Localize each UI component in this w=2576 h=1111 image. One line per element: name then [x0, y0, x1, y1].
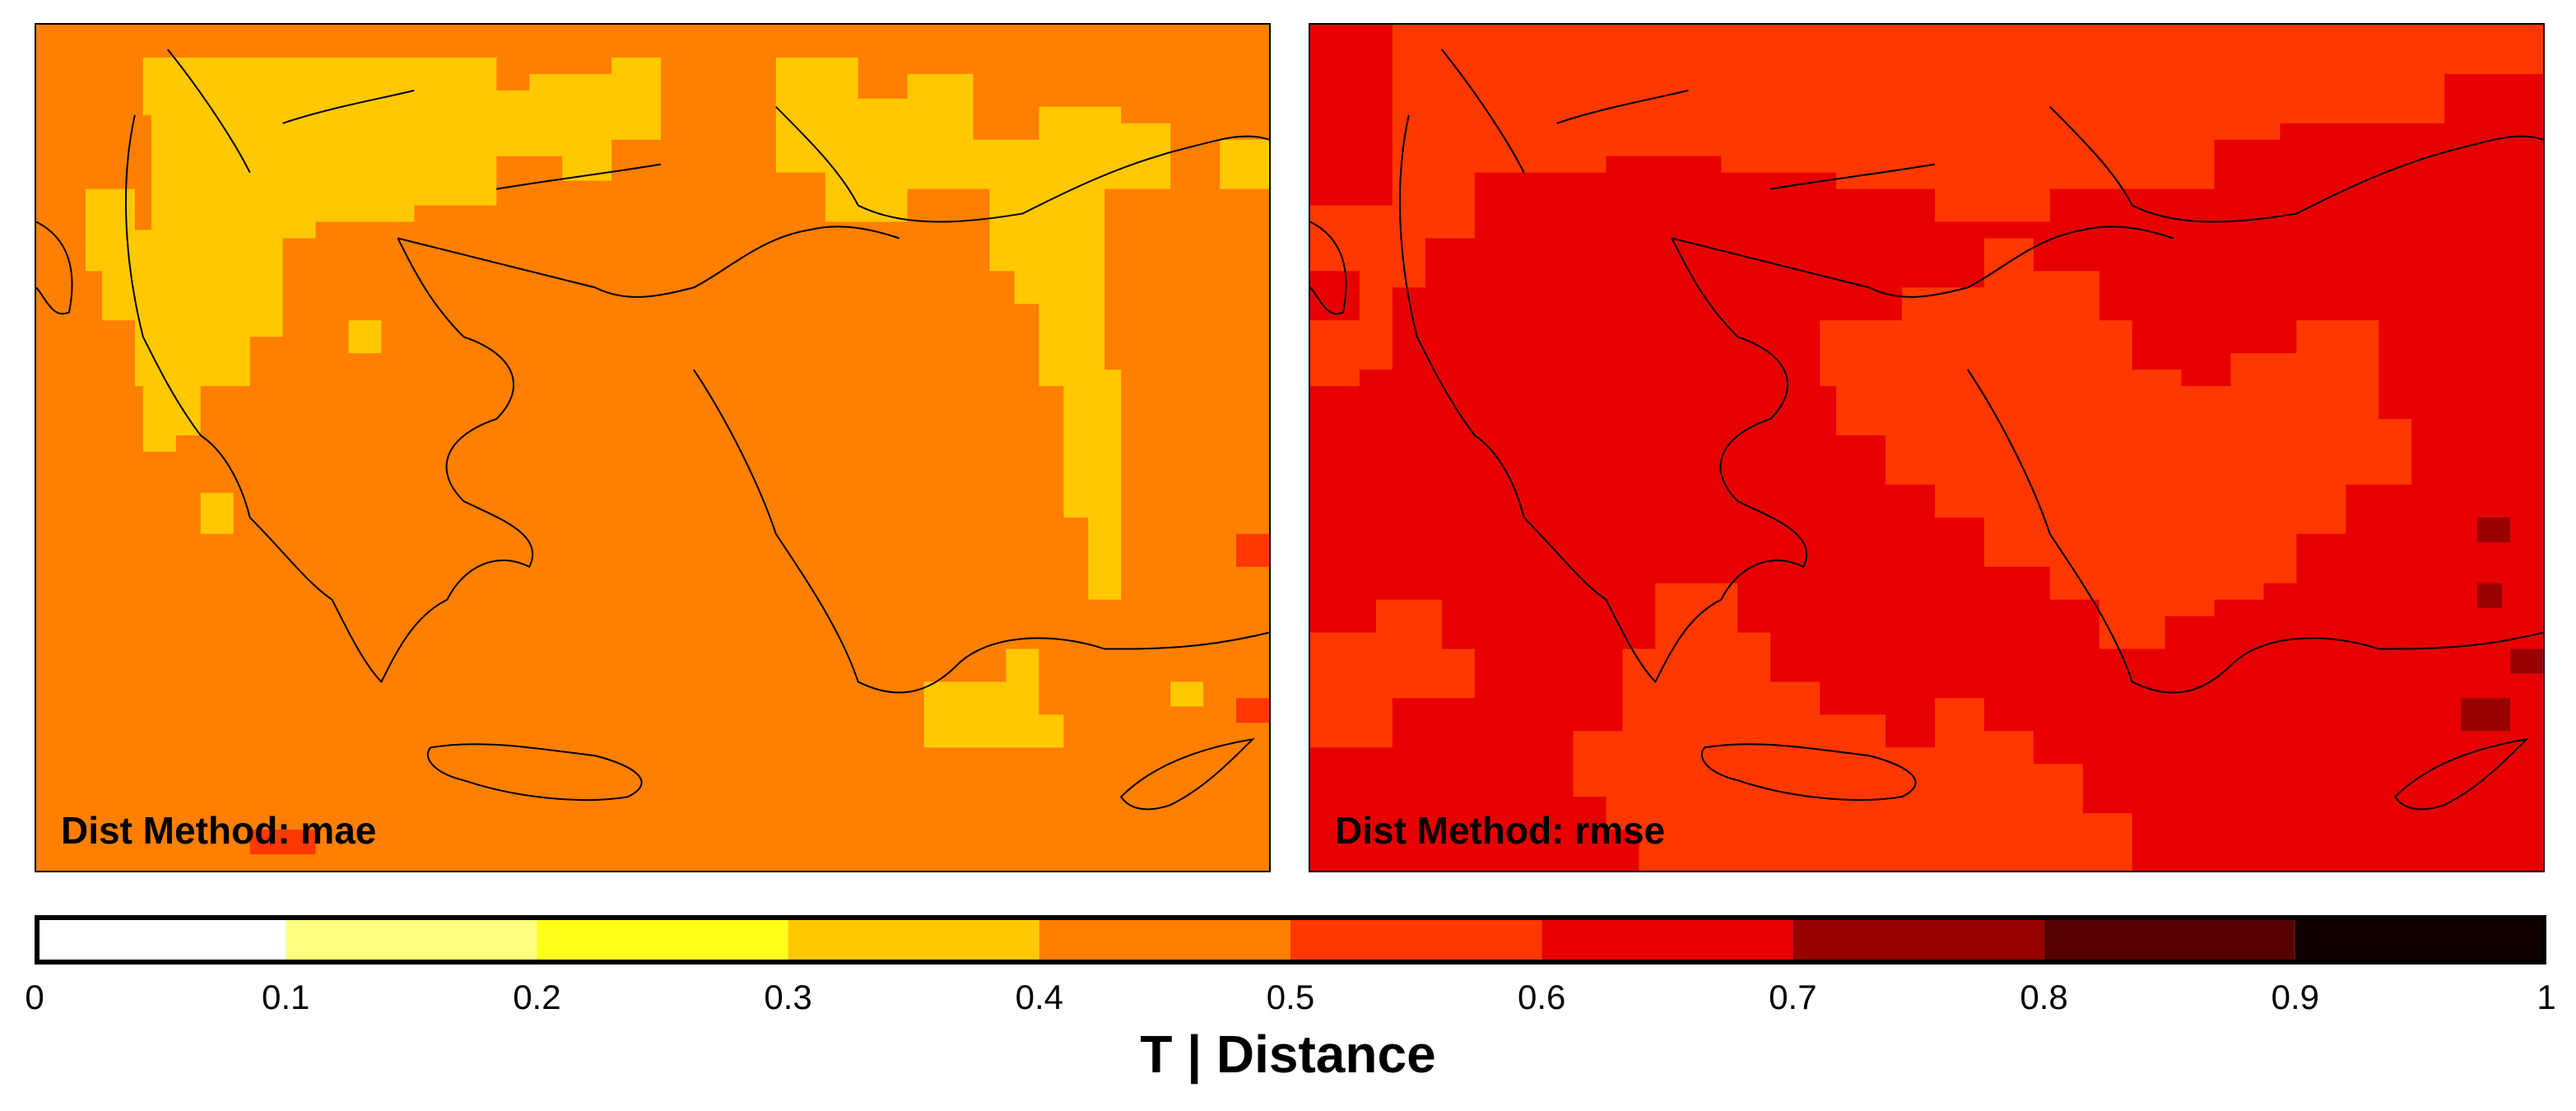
coastline-greece-mainland [1523, 238, 1808, 684]
map-panel-rmse: Dist Method: rmse [1309, 23, 2545, 872]
region-north-east [775, 57, 1171, 600]
coastline-cyprus [1119, 737, 1255, 811]
colorbar-bin-3 [788, 915, 1039, 965]
high-distance-patches [2461, 517, 2543, 732]
colorbar-bin-8 [2044, 915, 2295, 965]
colorbar-bin-9 [2295, 915, 2546, 965]
colorbar-bin-6 [1541, 915, 1793, 965]
colorbar-frame [35, 915, 2546, 965]
coastline-aegean-north [1672, 225, 2174, 298]
coastline-aegean-north [398, 225, 900, 298]
coastlines [36, 49, 1269, 811]
coastline-crete [1700, 743, 1917, 802]
coastline-cyprus [2393, 737, 2529, 811]
colorbar-bin-1 [286, 915, 537, 965]
colorbar-tick-label: 0.2 [513, 978, 561, 1016]
colorbar-bins [35, 915, 2546, 965]
colorbar-tick-label: 0.8 [2020, 978, 2068, 1016]
coastline-black-sea [775, 106, 1269, 223]
colorbar-bin-5 [1290, 915, 1542, 965]
region-central-east [1820, 238, 2412, 649]
region-south [1573, 583, 2132, 871]
colorbar-tick-label: 1 [2536, 978, 2556, 1016]
coastline-turkey [693, 369, 1269, 694]
colorbar-bin-4 [1039, 915, 1290, 965]
colorbar-tick-label: 0.3 [764, 978, 812, 1016]
colorbar [35, 915, 2546, 965]
colorbar-tick-label: 0.5 [1266, 978, 1315, 1016]
region-adriatic-strip [85, 188, 135, 321]
region-southwest [1310, 599, 1475, 748]
colorbar-tick-label: 0.6 [1517, 978, 1566, 1016]
coastline-black-sea [2049, 106, 2543, 223]
region-south-anatolia [923, 648, 1064, 748]
coastline-italy [36, 221, 73, 315]
region-east-coast [1220, 139, 1269, 189]
colorbar-tick-label: 0.4 [1015, 978, 1063, 1016]
colorbar-tick-label: 0.7 [1769, 978, 1817, 1016]
colorbar-bin-7 [1793, 915, 2044, 965]
colorbar-tick-label: 0 [25, 978, 44, 1016]
coastline-crete [426, 743, 643, 802]
coastline-greece-mainland [249, 238, 534, 684]
coastline-italy [1310, 221, 1347, 315]
region-central-patch [348, 320, 382, 354]
map-rmse [1310, 25, 2543, 871]
colorbar-bin-0 [35, 915, 286, 965]
high-distance-patches [249, 533, 1269, 855]
panel-label-rmse: Dist Method: rmse [1335, 809, 1666, 852]
region-west-band [1310, 73, 1524, 387]
coastline-turkey [1967, 369, 2543, 694]
region-pelo-patch [200, 492, 234, 534]
colorbar-tick-label: 0.9 [2271, 978, 2319, 1016]
coastline-adriatic [125, 114, 251, 518]
region-north-band [1392, 25, 2543, 222]
border-lines [167, 49, 662, 190]
colorbar-title: T | Distance [1140, 1025, 1436, 1084]
mid-distance-regions [1310, 25, 2543, 871]
coastlines [1310, 49, 2543, 811]
map-mae [36, 25, 1269, 871]
colorbar-bin-2 [537, 915, 788, 965]
border-lines [1441, 49, 1936, 190]
panel-label-mae: Dist Method: mae [61, 809, 377, 852]
map-panel-mae: Dist Method: mae [35, 23, 1271, 872]
colorbar-tick-label: 0.1 [261, 978, 310, 1016]
region-small-east [1170, 681, 1204, 707]
coastline-adriatic [1399, 114, 1525, 518]
